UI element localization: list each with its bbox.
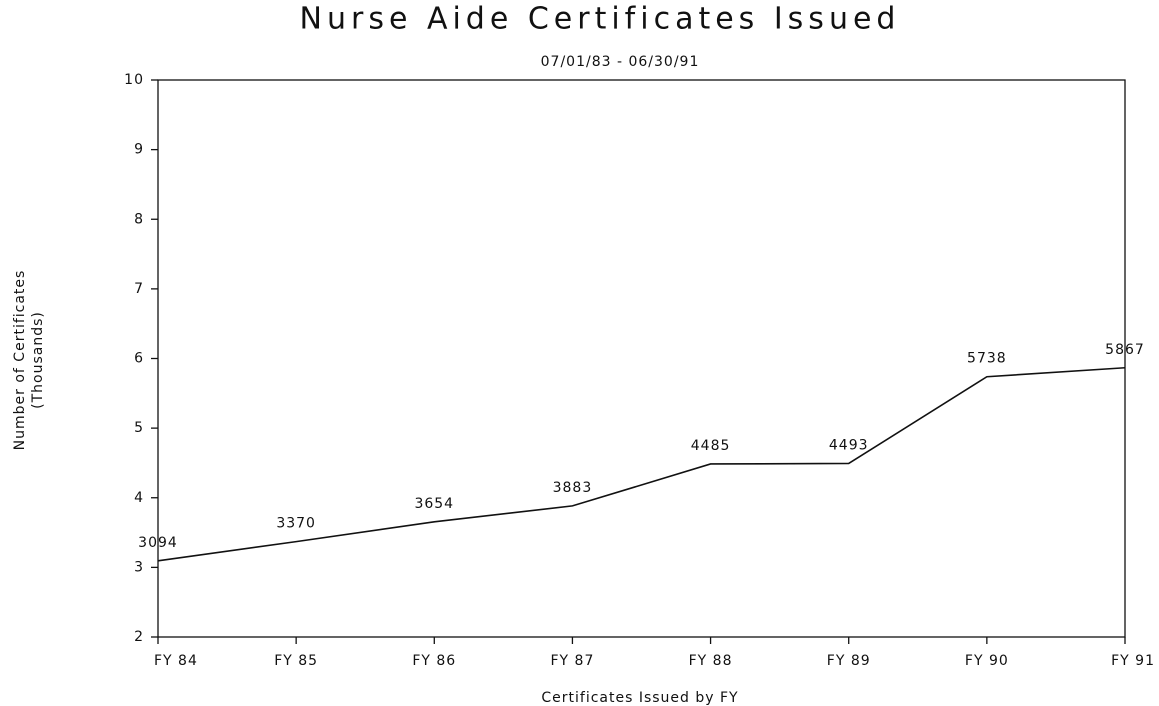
x-tick-label: FY 90 bbox=[965, 653, 1009, 669]
y-axis-label: (Thousands) bbox=[30, 311, 46, 409]
x-tick-label: FY 84 bbox=[154, 653, 198, 669]
data-label: 3654 bbox=[414, 496, 454, 512]
data-line bbox=[157, 366, 1126, 562]
chart-title: Nurse Aide Certificates Issued bbox=[300, 2, 901, 37]
y-tick-label: 7 bbox=[134, 281, 144, 297]
y-tick-label: 9 bbox=[134, 142, 144, 158]
data-label: 3094 bbox=[138, 535, 178, 551]
x-tick-label: FY 91 bbox=[1111, 653, 1155, 669]
x-tick-label: FY 85 bbox=[274, 653, 318, 669]
x-tick-label: FY 89 bbox=[827, 653, 871, 669]
y-axis-label: Number of Certificates bbox=[12, 270, 28, 451]
x-axis-label: Certificates Issued by FY bbox=[541, 690, 738, 706]
y-tick-label: 5 bbox=[134, 420, 144, 436]
data-label: 5867 bbox=[1105, 342, 1145, 358]
data-label: 3370 bbox=[276, 516, 316, 532]
data-label: 5738 bbox=[967, 351, 1007, 367]
data-label: 4485 bbox=[691, 438, 731, 454]
y-tick-label: 10 bbox=[124, 72, 144, 88]
y-tick-label: 3 bbox=[134, 559, 144, 575]
chart-subtitle: 07/01/83 - 06/30/91 bbox=[541, 54, 700, 70]
data-label: 3883 bbox=[553, 480, 593, 496]
x-tick-label: FY 88 bbox=[689, 653, 733, 669]
data-label: 4493 bbox=[829, 437, 869, 453]
y-tick-label: 4 bbox=[134, 490, 144, 506]
y-tick-label: 2 bbox=[134, 629, 144, 645]
y-tick-label: 6 bbox=[134, 351, 144, 367]
x-tick-label: FY 86 bbox=[412, 653, 456, 669]
x-tick-label: FY 87 bbox=[550, 653, 594, 669]
y-tick-label: 8 bbox=[134, 211, 144, 227]
